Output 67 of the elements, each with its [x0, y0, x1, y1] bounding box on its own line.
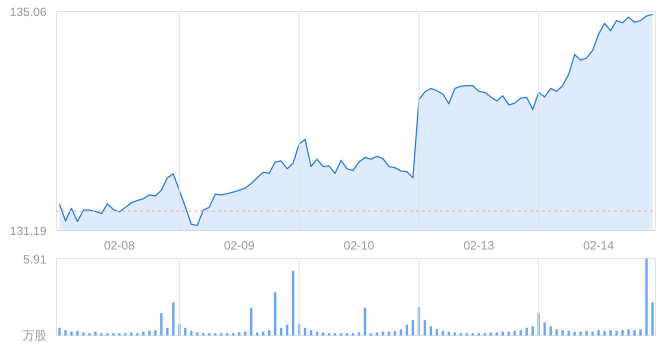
bar: [238, 332, 240, 336]
bar: [286, 324, 288, 336]
bar: [94, 332, 97, 336]
bar: [448, 332, 450, 336]
bar: [394, 330, 396, 336]
bar: [160, 313, 163, 336]
bar: [490, 332, 492, 336]
bar: [256, 332, 258, 336]
bar: [280, 328, 282, 336]
bar: [502, 332, 504, 336]
bar: [316, 332, 318, 336]
bar: [304, 328, 306, 336]
bar: [142, 332, 145, 336]
bar: [244, 332, 246, 336]
x-tick-label: 02-09: [224, 238, 255, 252]
bar: [388, 332, 390, 336]
bar: [436, 329, 438, 336]
x-tick-label: 02-14: [583, 238, 614, 252]
text: 万股: [22, 328, 46, 342]
bar: [268, 330, 270, 336]
text: 5.91: [23, 252, 47, 266]
bar: [442, 330, 444, 336]
bar: [579, 332, 582, 336]
bar: [130, 332, 133, 336]
bar: [412, 320, 414, 336]
bar: [154, 330, 157, 336]
bar: [184, 328, 186, 336]
bar: [520, 330, 522, 336]
bar: [549, 326, 552, 336]
bar: [496, 332, 498, 336]
bar: [196, 332, 198, 336]
bar: [322, 332, 324, 336]
bar: [292, 270, 294, 336]
bar: [508, 332, 510, 336]
bar: [543, 322, 546, 336]
bar: [148, 330, 151, 336]
bar: [591, 332, 594, 336]
bar: [567, 330, 570, 336]
bar: [526, 328, 528, 336]
bar: [274, 292, 276, 336]
bar: [430, 326, 432, 336]
bar: [262, 332, 264, 336]
bar: [190, 330, 192, 336]
bar: [532, 326, 534, 336]
y-tick-label: 131.19: [10, 224, 47, 238]
bar: [573, 332, 576, 336]
bar: [406, 324, 408, 336]
bar: [597, 330, 600, 336]
bar: [172, 302, 175, 336]
bar: [166, 328, 169, 336]
x-tick-label: 02-10: [344, 238, 375, 252]
bar: [603, 330, 606, 336]
bar: [609, 330, 612, 336]
bar: [250, 308, 252, 336]
bar: [615, 330, 618, 336]
x-tick-label: 02-08: [104, 238, 136, 252]
bar: [561, 330, 564, 336]
bar: [585, 330, 588, 336]
bar: [424, 320, 426, 336]
bar: [621, 330, 624, 336]
bar: [400, 329, 402, 336]
y-tick-label: 135.06: [10, 5, 47, 19]
bar: [555, 329, 558, 336]
bar: [514, 330, 516, 336]
bar: [310, 330, 312, 336]
bar: [454, 332, 456, 336]
x-tick-label: 02-13: [463, 238, 494, 252]
